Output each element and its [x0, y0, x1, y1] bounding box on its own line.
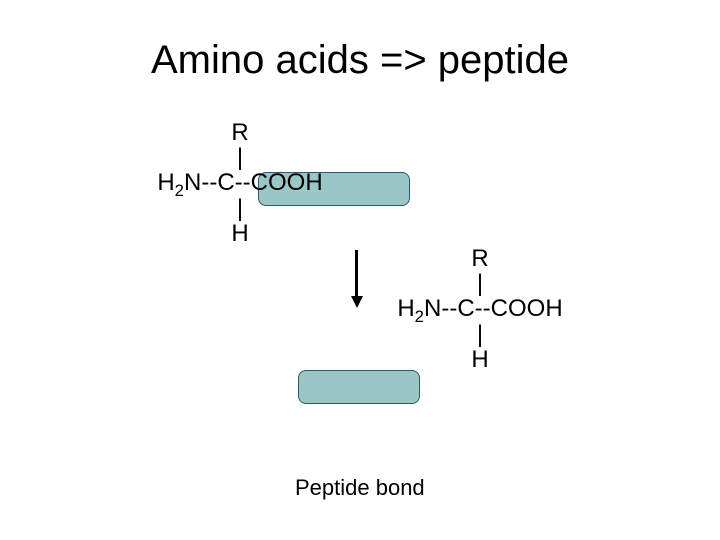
aa2-bar1: |: [385, 271, 575, 296]
aa1-main-sub: 2: [175, 181, 184, 200]
aa1-main: H2N--C--COOH: [145, 170, 335, 195]
aa2-bar2: |: [385, 322, 575, 347]
aa2-h: H: [385, 347, 575, 372]
peptide-bond-caption: Peptide bond: [295, 475, 425, 501]
aa2-r: R: [385, 246, 575, 271]
aa1-main-pre: H: [157, 169, 174, 196]
page-title: Amino acids => peptide: [0, 38, 720, 83]
aa1-main-post: N--C--COOH: [184, 169, 323, 196]
aa2-main-post: N--C--COOH: [424, 295, 563, 322]
highlight-peptide-bond: [298, 370, 420, 404]
aa2-main-pre: H: [397, 295, 414, 322]
aa1-bar2: |: [145, 196, 335, 221]
aa2-main: H2N--C--COOH: [385, 296, 575, 321]
aa1-h: H: [145, 221, 335, 246]
amino-acid-2: R | H2N--C--COOH | H: [385, 246, 575, 372]
aa1-bar1: |: [145, 145, 335, 170]
aa1-r: R: [145, 120, 335, 145]
aa2-main-sub: 2: [415, 307, 424, 326]
amino-acid-1: R | H2N--C--COOH | H: [145, 120, 335, 246]
